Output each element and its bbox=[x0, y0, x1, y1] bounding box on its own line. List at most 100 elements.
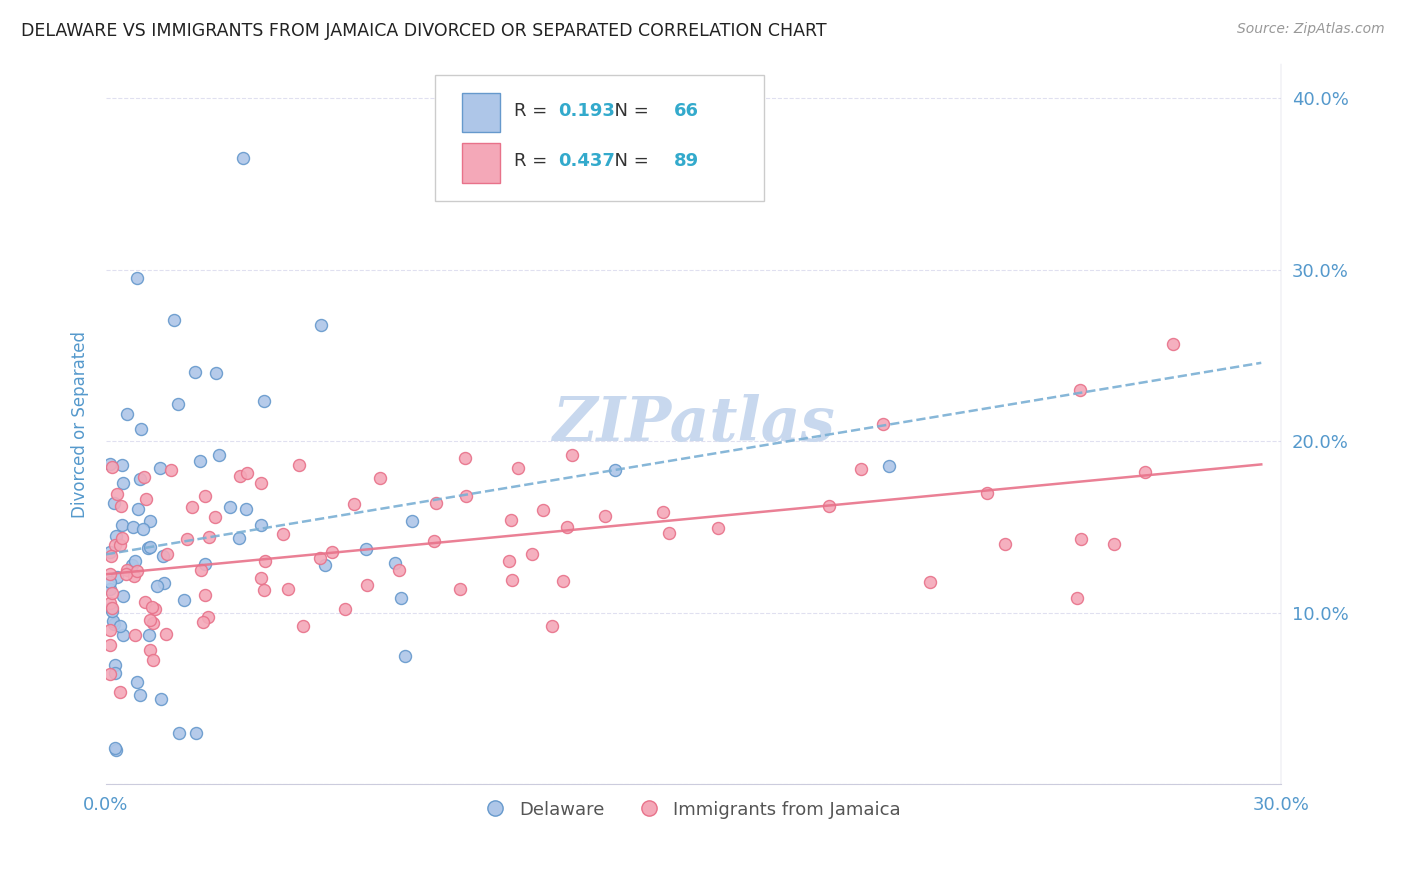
Immigrants from Jamaica bbox=[454, 451, 477, 466]
Immigrants from Jamaica bbox=[277, 582, 299, 596]
Delaware bbox=[101, 604, 124, 618]
Delaware bbox=[184, 726, 207, 740]
Delaware bbox=[877, 458, 900, 473]
FancyBboxPatch shape bbox=[463, 144, 499, 183]
Immigrants from Jamaica bbox=[98, 623, 121, 637]
Immigrants from Jamaica bbox=[134, 594, 156, 608]
Immigrants from Jamaica bbox=[368, 471, 391, 485]
Immigrants from Jamaica bbox=[1069, 532, 1091, 546]
Delaware bbox=[129, 422, 152, 436]
Delaware bbox=[129, 688, 152, 702]
Delaware bbox=[127, 674, 149, 689]
Immigrants from Jamaica bbox=[125, 564, 148, 578]
Delaware bbox=[117, 407, 139, 421]
Delaware bbox=[356, 542, 378, 557]
Delaware bbox=[204, 366, 226, 380]
Delaware bbox=[235, 502, 257, 516]
Immigrants from Jamaica bbox=[141, 599, 163, 614]
Delaware bbox=[146, 579, 169, 593]
Immigrants from Jamaica bbox=[425, 496, 447, 510]
Text: R =: R = bbox=[513, 153, 553, 170]
Immigrants from Jamaica bbox=[253, 583, 276, 598]
Immigrants from Jamaica bbox=[98, 667, 121, 681]
Immigrants from Jamaica bbox=[506, 461, 529, 475]
Immigrants from Jamaica bbox=[198, 530, 221, 544]
Delaware bbox=[98, 457, 121, 471]
Immigrants from Jamaica bbox=[190, 563, 212, 577]
Immigrants from Jamaica bbox=[498, 554, 520, 568]
Delaware bbox=[194, 557, 217, 571]
Immigrants from Jamaica bbox=[388, 563, 411, 577]
Delaware bbox=[389, 591, 412, 606]
Immigrants from Jamaica bbox=[422, 534, 444, 549]
Delaware bbox=[104, 657, 127, 672]
Delaware bbox=[104, 528, 127, 542]
Delaware bbox=[127, 271, 149, 285]
Immigrants from Jamaica bbox=[595, 509, 617, 524]
Immigrants from Jamaica bbox=[191, 615, 214, 630]
Immigrants from Jamaica bbox=[108, 684, 131, 698]
Immigrants from Jamaica bbox=[104, 538, 127, 552]
Immigrants from Jamaica bbox=[135, 492, 157, 507]
Delaware bbox=[167, 726, 190, 740]
Immigrants from Jamaica bbox=[309, 550, 332, 565]
Immigrants from Jamaica bbox=[142, 615, 165, 630]
Delaware bbox=[104, 666, 127, 681]
Immigrants from Jamaica bbox=[138, 643, 160, 657]
Immigrants from Jamaica bbox=[343, 497, 366, 511]
Delaware bbox=[139, 540, 162, 554]
Delaware bbox=[98, 582, 121, 596]
Text: N =: N = bbox=[603, 153, 654, 170]
Delaware bbox=[311, 318, 333, 332]
Immigrants from Jamaica bbox=[132, 470, 155, 484]
Immigrants from Jamaica bbox=[920, 575, 942, 590]
Delaware bbox=[121, 558, 143, 572]
Immigrants from Jamaica bbox=[851, 462, 873, 476]
Delaware bbox=[253, 394, 276, 409]
Delaware bbox=[149, 461, 172, 475]
Immigrants from Jamaica bbox=[250, 476, 273, 491]
Immigrants from Jamaica bbox=[197, 610, 219, 624]
Immigrants from Jamaica bbox=[138, 613, 160, 627]
Immigrants from Jamaica bbox=[143, 602, 166, 616]
Delaware bbox=[111, 628, 134, 642]
Immigrants from Jamaica bbox=[288, 458, 311, 473]
Delaware bbox=[122, 520, 145, 534]
Immigrants from Jamaica bbox=[156, 547, 179, 561]
Immigrants from Jamaica bbox=[253, 554, 276, 568]
Delaware bbox=[152, 576, 174, 591]
Immigrants from Jamaica bbox=[652, 505, 675, 519]
Delaware bbox=[111, 475, 134, 490]
Immigrants from Jamaica bbox=[555, 519, 578, 533]
Immigrants from Jamaica bbox=[1161, 336, 1184, 351]
Delaware bbox=[98, 574, 121, 589]
Immigrants from Jamaica bbox=[356, 578, 378, 592]
Immigrants from Jamaica bbox=[193, 489, 215, 503]
Delaware bbox=[384, 556, 406, 570]
FancyBboxPatch shape bbox=[463, 93, 499, 133]
Text: 89: 89 bbox=[673, 153, 699, 170]
Legend: Delaware, Immigrants from Jamaica: Delaware, Immigrants from Jamaica bbox=[479, 793, 908, 826]
Immigrants from Jamaica bbox=[142, 653, 165, 667]
Delaware bbox=[314, 558, 336, 572]
Delaware bbox=[108, 619, 131, 633]
Delaware bbox=[173, 593, 195, 607]
Delaware bbox=[103, 617, 125, 632]
Immigrants from Jamaica bbox=[122, 569, 145, 583]
Immigrants from Jamaica bbox=[115, 566, 138, 581]
Text: 66: 66 bbox=[673, 102, 699, 120]
Immigrants from Jamaica bbox=[98, 638, 121, 652]
Text: ZIPatlas: ZIPatlas bbox=[553, 394, 835, 454]
Delaware bbox=[603, 463, 626, 477]
Immigrants from Jamaica bbox=[707, 521, 730, 535]
Immigrants from Jamaica bbox=[100, 586, 122, 600]
Immigrants from Jamaica bbox=[250, 571, 273, 585]
Delaware bbox=[128, 473, 150, 487]
Delaware bbox=[228, 531, 250, 545]
Immigrants from Jamaica bbox=[155, 627, 177, 641]
Immigrants from Jamaica bbox=[1069, 384, 1091, 398]
Delaware bbox=[139, 515, 162, 529]
Immigrants from Jamaica bbox=[100, 549, 122, 564]
Immigrants from Jamaica bbox=[541, 619, 564, 633]
Delaware bbox=[219, 500, 242, 514]
